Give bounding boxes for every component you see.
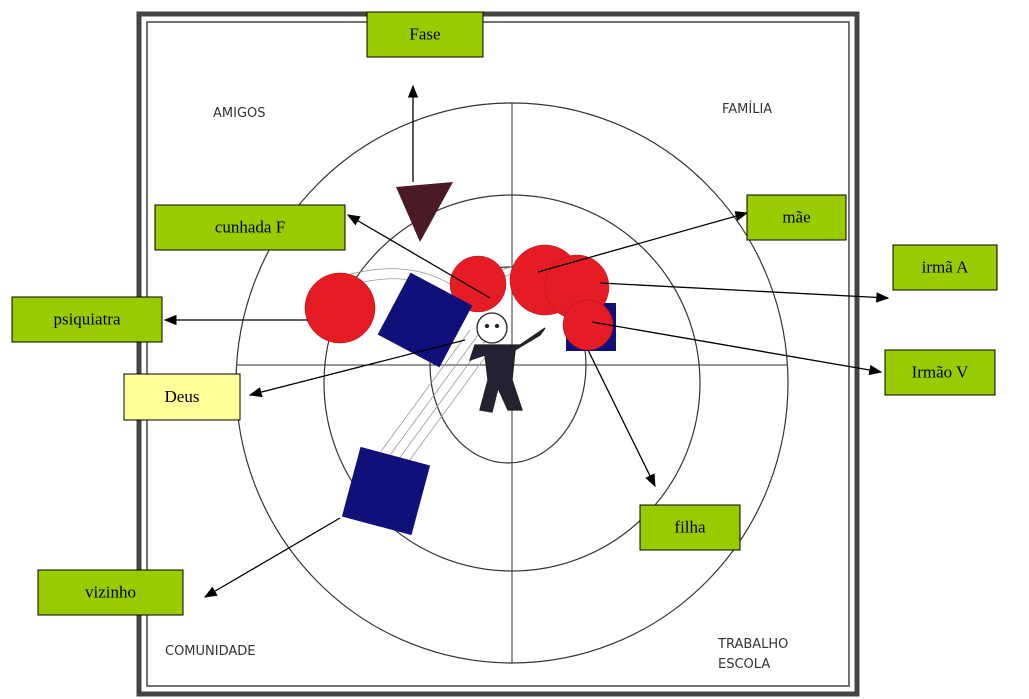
callout-label: cunhada F <box>215 217 285 236</box>
callout-label: psiquiatra <box>53 309 120 328</box>
triangle <box>396 182 453 242</box>
quadrant-labels: AMIGOS FAMÍLIA COMUNIDADE TRABALHO ESCOL… <box>165 101 788 672</box>
callout-label: Irmão V <box>912 362 970 381</box>
quadrant-label: FAMÍLIA <box>722 101 772 117</box>
callout-label: irmã A <box>922 257 969 276</box>
square <box>342 447 430 535</box>
quadrant-label: TRABALHO <box>717 637 788 652</box>
diagram: AMIGOS FAMÍLIA COMUNIDADE TRABALHO ESCOL… <box>0 0 1029 699</box>
callout-label: mãe <box>782 207 810 226</box>
callout-label: vizinho <box>85 582 136 601</box>
quadrant-label: COMUNIDADE <box>165 644 256 659</box>
quadrant-label: ESCOLA <box>718 657 770 672</box>
callout-label: Fase <box>409 24 440 43</box>
quadrant-label: AMIGOS <box>213 106 266 121</box>
circles <box>305 245 613 350</box>
callout-label: filha <box>674 517 706 536</box>
callout-label: Deus <box>165 387 200 406</box>
